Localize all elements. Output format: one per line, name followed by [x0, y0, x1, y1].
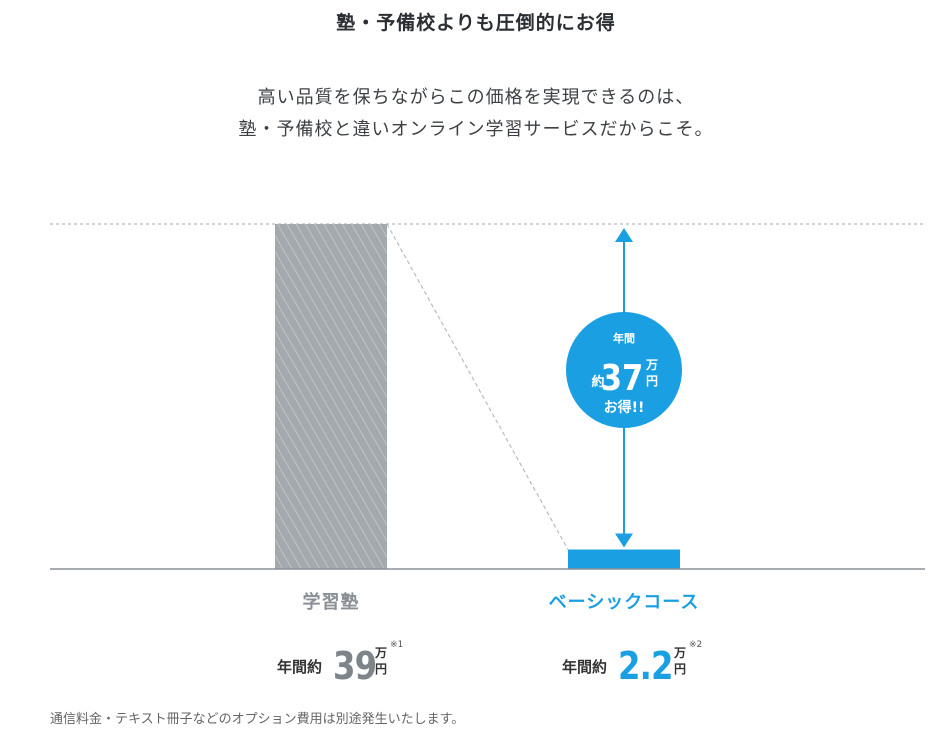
page-title: 塾・予備校よりも圧倒的にお得	[336, 12, 616, 34]
price-unit-man: 万	[674, 646, 687, 660]
category-label-basic-course: ベーシックコース	[548, 592, 700, 613]
price-note: ※1	[390, 640, 404, 650]
bar-juku	[275, 224, 387, 569]
badge-line1: 年間	[613, 331, 635, 345]
price-unit-man: 万	[375, 646, 388, 660]
badge-unit-en: 円	[646, 374, 658, 388]
badge-suffix: お得!!	[604, 399, 645, 416]
price-amount: 2.2	[618, 644, 674, 688]
badge-prefix: 約	[591, 374, 604, 390]
connector-line	[386, 223, 569, 550]
price-basic-course: 年間約 2.2 万 円 ※2	[562, 638, 802, 688]
price-prefix: 年間約	[562, 658, 608, 676]
price-unit-en: 円	[375, 662, 388, 676]
subtitle-line-1: 高い品質を保ちながらこの価格を実現できるのは、	[257, 87, 695, 108]
savings-badge	[566, 312, 682, 428]
subtitle-line-2: 塾・予備校と違いオンライン学習サービスだからこそ。	[238, 119, 714, 140]
bar-basic-course	[568, 549, 680, 569]
badge-unit-man: 万	[645, 358, 658, 372]
price-unit-en: 円	[674, 662, 687, 676]
page-subtitle: 高い品質を保ちながらこの価格を実現できるのは、 塾・予備校と違いオンライン学習サ…	[0, 82, 952, 146]
arrow-down-head	[615, 533, 633, 548]
price-juku: 年間約 39 万 円 ※1	[271, 638, 511, 688]
arrow-up-head	[615, 228, 633, 242]
footnote: 通信料金・テキスト冊子などのオプション費用は別途発生いたします。	[50, 712, 465, 727]
price-amount: 39	[333, 644, 377, 688]
badge-amount: 37	[601, 357, 644, 399]
price-prefix: 年間約	[277, 658, 323, 676]
price-note: ※2	[689, 640, 703, 650]
category-label-juku: 学習塾	[302, 592, 360, 613]
